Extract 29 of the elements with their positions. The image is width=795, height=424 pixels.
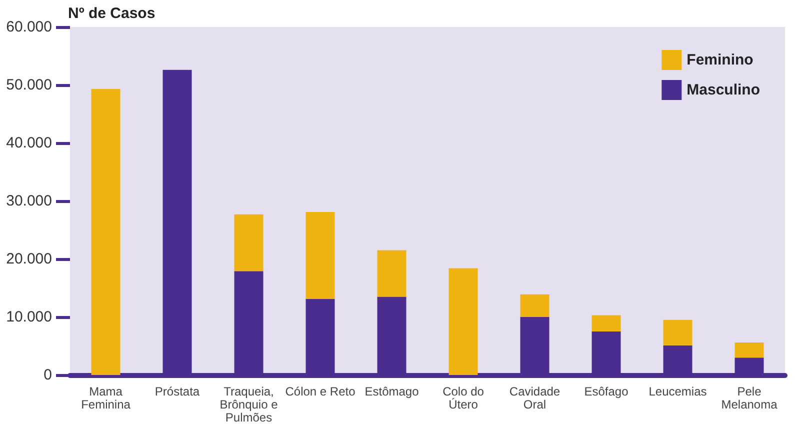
bar — [306, 212, 335, 300]
x-tick-label: Pele Melanoma — [721, 384, 778, 412]
x-tick-label: Colo do Útero — [442, 384, 484, 412]
x-tick-label: Estômago — [364, 384, 420, 398]
y-tick-label: 40.000 — [6, 134, 52, 152]
bar — [91, 89, 120, 375]
x-tick-label: Traqueia, Brônquio e Pulmões — [220, 384, 278, 424]
bar — [234, 214, 264, 272]
legend-label: Masculino — [686, 82, 760, 98]
bar — [734, 342, 764, 358]
y-tick-label: 20.000 — [6, 250, 52, 268]
bar — [663, 320, 692, 346]
bar — [377, 250, 406, 297]
x-tick-label: Cólon e Reto — [285, 384, 356, 398]
bar — [520, 294, 550, 317]
x-tick-label: Cavidade Oral — [509, 384, 560, 412]
x-tick-label: Mama Feminina — [81, 384, 131, 412]
y-tick-label: 50.000 — [6, 76, 52, 94]
y-tick-label: 10.000 — [6, 308, 52, 326]
x-tick-label: Leucemias — [648, 384, 707, 398]
x-tick-label: Esôfago — [584, 384, 629, 398]
y-axis-title: Nº de Casos — [68, 5, 156, 22]
y-tick-label: 30.000 — [6, 192, 52, 210]
y-tick-label: 60.000 — [6, 18, 52, 36]
bar — [592, 315, 621, 332]
x-tick-label: Próstata — [154, 384, 200, 398]
legend-label: Feminino — [686, 52, 754, 68]
bar — [448, 268, 478, 375]
y-tick-label: 0 — [44, 366, 52, 384]
